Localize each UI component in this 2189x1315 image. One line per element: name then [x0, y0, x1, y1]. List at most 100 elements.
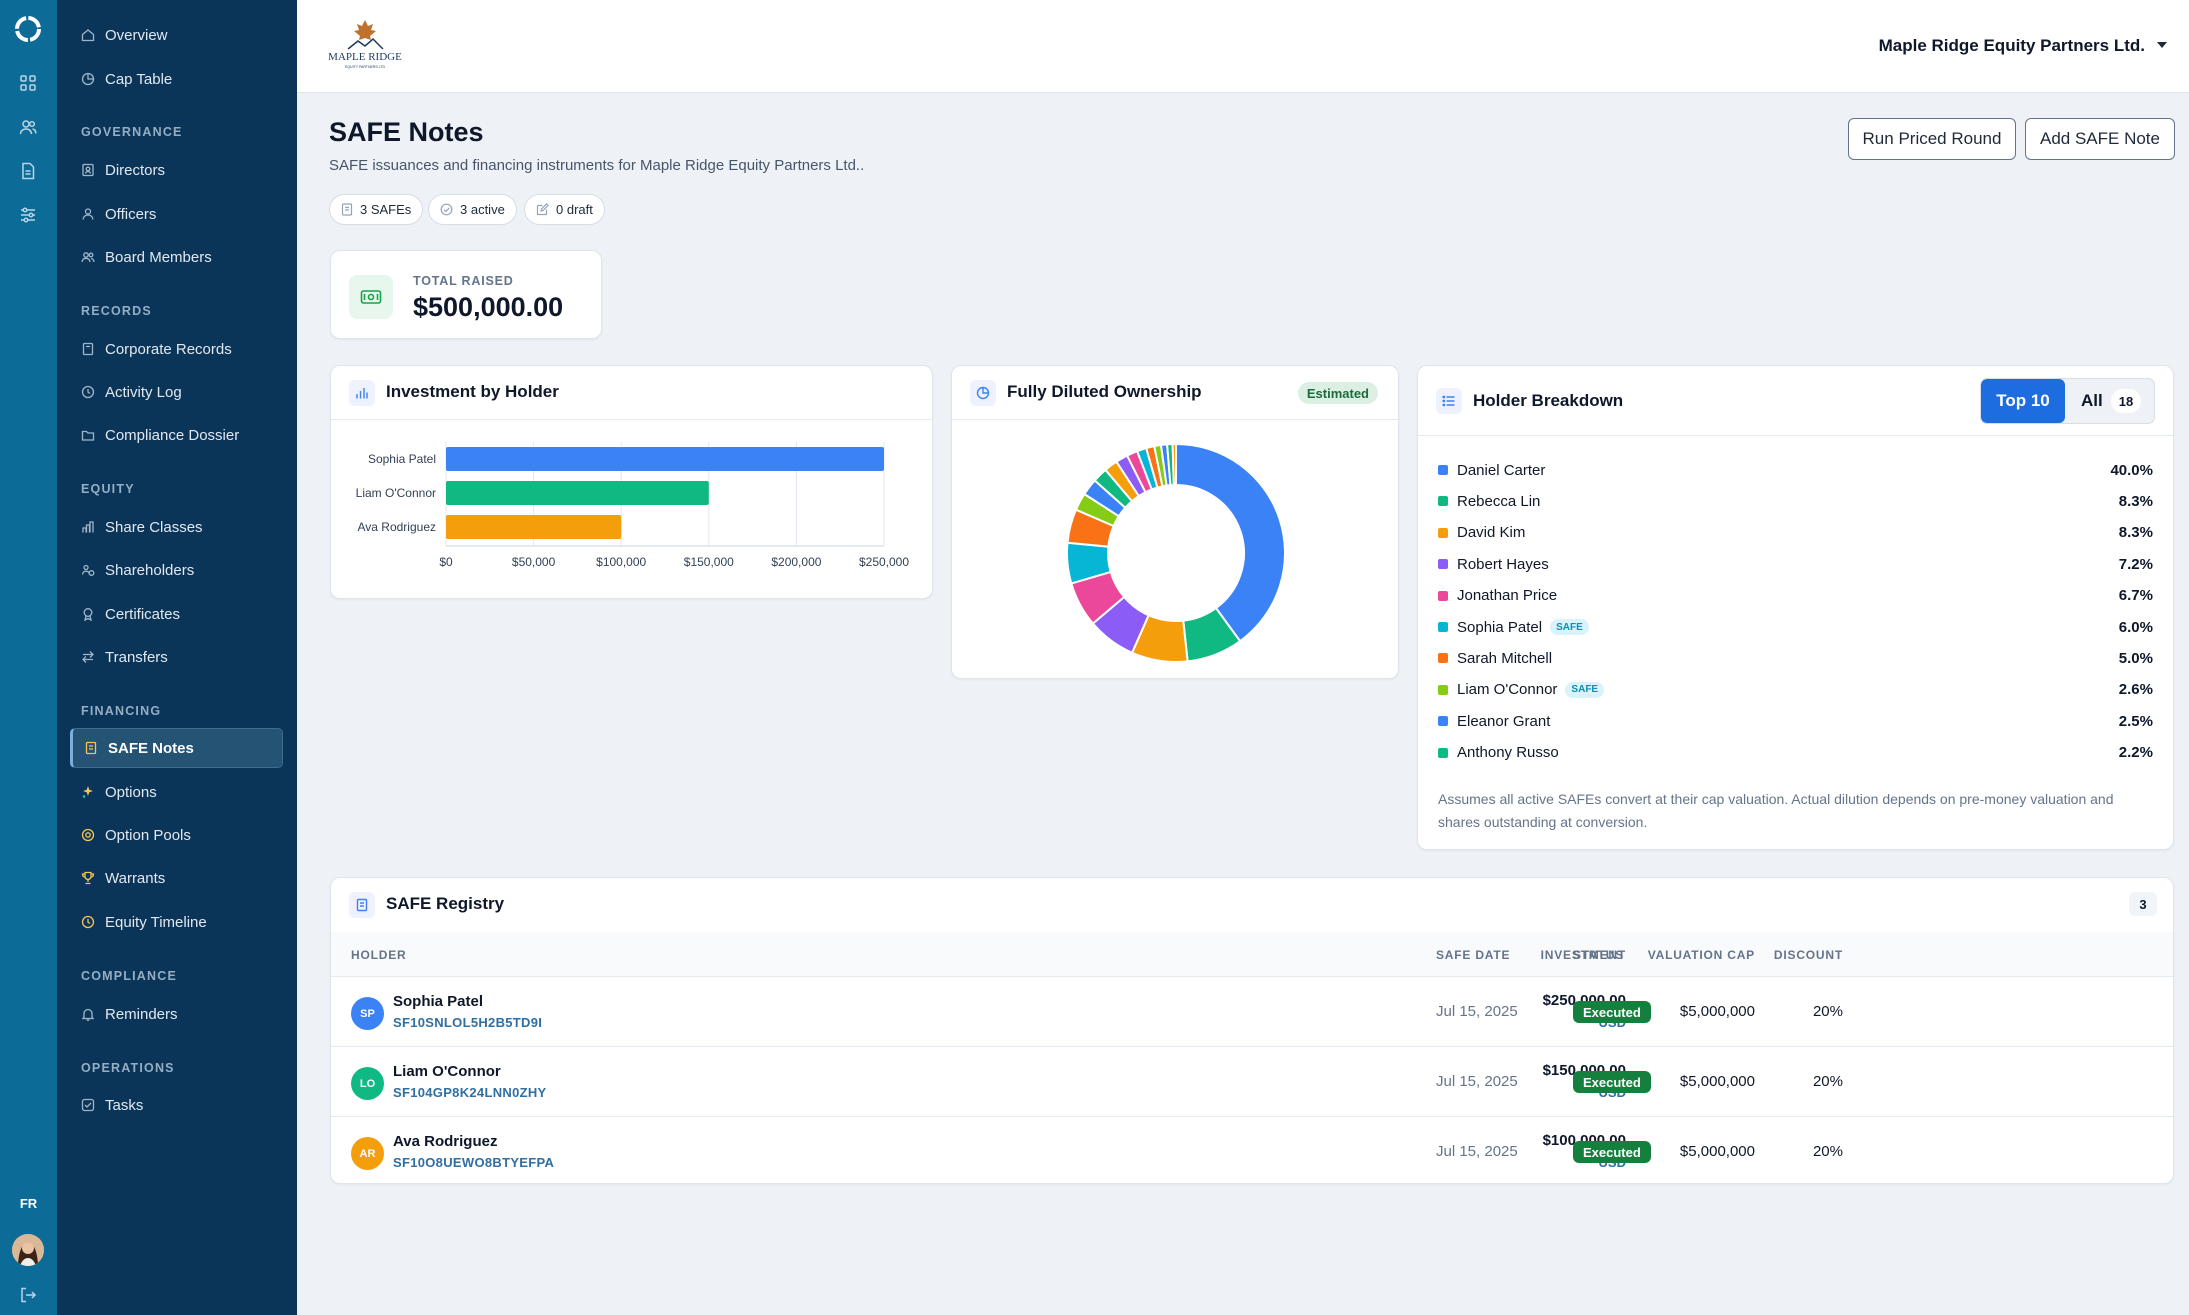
sidebar-item-share-classes[interactable]: Share Classes [70, 507, 283, 547]
column-header-discount[interactable]: DISCOUNT [1773, 948, 1843, 962]
column-header-holder[interactable]: HOLDER [351, 948, 407, 962]
sidebar-item-label: SAFE Notes [108, 739, 194, 757]
sidebar-item-reminders[interactable]: Reminders [70, 994, 283, 1034]
card-header [952, 366, 1398, 420]
company-logo[interactable]: MAPLE RIDGE EQUITY PARTNERS LTD [318, 15, 412, 75]
sidebar-item-overview[interactable]: Overview [70, 15, 283, 55]
section-title-records: RECORDS [81, 304, 152, 318]
sidebar-item-officers[interactable]: Officers [70, 194, 283, 234]
sidebar-item-safe-notes[interactable]: SAFE Notes [70, 728, 283, 768]
total-raised-value: $500,000.00 [413, 292, 564, 322]
svg-text:EQUITY PARTNERS LTD: EQUITY PARTNERS LTD [345, 65, 385, 69]
list-icon [1436, 388, 1462, 414]
layers-icon [80, 519, 96, 535]
sidebar-item-cap-table[interactable]: Cap Table [70, 59, 283, 99]
document-icon[interactable] [16, 159, 40, 183]
sidebar-item-activity-log[interactable]: Activity Log [70, 372, 283, 412]
chevron-down-icon[interactable] [2157, 42, 2167, 48]
language-switch[interactable]: FR [19, 1196, 38, 1211]
holder-row[interactable]: Sophia Patel SAFE 6.0% [1438, 615, 2153, 639]
sidebar-item-label: Officers [105, 205, 157, 223]
section-title-governance: GOVERNANCE [81, 125, 183, 139]
transfer-icon [80, 649, 96, 665]
app-logo-icon[interactable] [12, 13, 44, 45]
sidebar-item-label: Equity Timeline [105, 913, 207, 931]
holder-row[interactable]: David Kim 8.3% [1438, 521, 2153, 545]
sidebar-item-option-pools[interactable]: Option Pools [70, 815, 283, 855]
sliders-icon[interactable] [16, 203, 40, 227]
sidebar-item-tasks[interactable]: Tasks [70, 1085, 283, 1125]
column-header-safe-date[interactable]: SAFE DATE [1436, 948, 1511, 962]
holder-name: Liam O'Connor [1457, 681, 1558, 699]
holder-name[interactable]: Sophia Patel [393, 993, 484, 1010]
bar[interactable] [446, 481, 709, 505]
holder-row[interactable]: Eleanor Grant 2.5% [1438, 709, 2153, 733]
icon-rail: FR [0, 0, 57, 1315]
sidebar-item-board-members[interactable]: Board Members [70, 237, 283, 277]
holder-row[interactable]: Daniel Carter 40.0% [1438, 458, 2153, 482]
legend-swatch [1438, 559, 1448, 570]
checkbox-icon [80, 1097, 96, 1113]
sidebar-item-compliance-dossier[interactable]: Compliance Dossier [70, 415, 283, 455]
donut-slice[interactable] [1175, 442, 1286, 643]
bar[interactable] [446, 447, 884, 471]
holder-row[interactable]: Robert Hayes 7.2% [1438, 552, 2153, 576]
holder-row[interactable]: Rebecca Lin 8.3% [1438, 489, 2153, 513]
safe-id: SF104GP8K24LNN0ZHY [393, 1085, 547, 1100]
legend-swatch [1438, 747, 1448, 758]
holder-name: Eleanor Grant [1457, 712, 1551, 730]
card-title: Fully Diluted Ownership [1007, 382, 1202, 401]
column-header-valuation-cap[interactable]: VALUATION CAP [1647, 948, 1755, 962]
logout-icon[interactable] [16, 1283, 40, 1307]
edit-icon [536, 203, 549, 216]
holder-name[interactable]: Ava Rodriguez [393, 1133, 498, 1150]
x-tick-label: $250,000 [859, 555, 909, 569]
sidebar-item-label: Board Members [105, 248, 212, 266]
column-header-investment[interactable]: INVESTMENT [1540, 948, 1626, 962]
sidebar-item-shareholders[interactable]: Shareholders [70, 550, 283, 590]
sidebar-item-directors[interactable]: Directors [70, 150, 283, 190]
sidebar-item-warrants[interactable]: Warrants [70, 858, 283, 898]
holder-row[interactable]: Jonathan Price 6.7% [1438, 584, 2153, 608]
sidebar-item-label: Certificates [105, 605, 181, 623]
column-header-status[interactable]: STATUS [1573, 948, 1625, 962]
sidebar-item-corporate-records[interactable]: Corporate Records [70, 329, 283, 369]
total-raised-card: TOTAL RAISED $500,000.00 [330, 250, 602, 339]
bar[interactable] [446, 515, 622, 539]
folder-icon [80, 427, 96, 443]
holder-row[interactable]: Sarah Mitchell 5.0% [1438, 646, 2153, 670]
sidebar-item-transfers[interactable]: Transfers [70, 637, 283, 677]
organization-switcher[interactable]: Maple Ridge Equity Partners Ltd. [1878, 36, 2145, 55]
investment-bar-chart: $0 $50,000 $100,000 $150,000 $200,000 $250,00… [356, 442, 909, 569]
users-icon[interactable] [16, 115, 40, 139]
grid-icon[interactable] [16, 71, 40, 95]
pie-chart-icon [970, 380, 996, 406]
run-priced-round-button[interactable]: Run Priced Round [1848, 118, 2016, 160]
award-icon [80, 606, 96, 622]
holder-percentage: 8.3% [2118, 492, 2153, 510]
add-safe-note-button[interactable]: Add SAFE Note [2025, 118, 2175, 160]
all-tab[interactable]: All [2081, 391, 2103, 410]
document-icon [349, 892, 375, 918]
sidebar-item-label: Overview [105, 26, 168, 44]
top-bar: MAPLE RIDGE EQUITY PARTNERS LTD Maple Ri… [297, 0, 2189, 93]
sidebar-item-options[interactable]: Options [70, 772, 283, 812]
sidebar-item-certificates[interactable]: Certificates [70, 594, 283, 634]
y-tick-label: Liam O'Connor [356, 486, 436, 500]
estimated-badge: Estimated [1297, 382, 1378, 404]
sidebar-item-equity-timeline[interactable]: Equity Timeline [70, 902, 283, 942]
holder-percentage: 5.0% [2118, 649, 2153, 667]
avatar[interactable] [12, 1234, 44, 1266]
sidebar-item-label: Activity Log [105, 383, 182, 401]
holder-row[interactable]: Anthony Russo 2.2% [1438, 741, 2153, 765]
holder-name[interactable]: Liam O'Connor [393, 1063, 501, 1080]
card-title: Holder Breakdown [1473, 391, 1624, 410]
legend-swatch [1438, 653, 1448, 664]
top-10-tab[interactable]: Top 10 [1981, 379, 2065, 423]
donut-slice[interactable] [1171, 442, 1177, 487]
holder-row[interactable]: Liam O'Connor SAFE 2.6% [1438, 678, 2153, 702]
legend-swatch [1438, 527, 1448, 538]
